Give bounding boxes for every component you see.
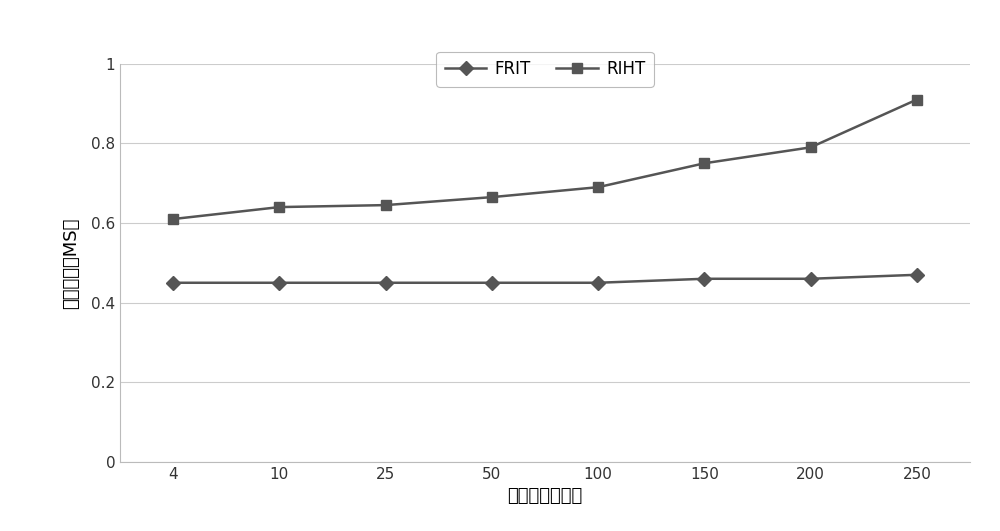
RIHT: [380, 202, 392, 208]
Line: RIHT: RIHT: [168, 95, 922, 224]
FRIT: [380, 279, 392, 286]
RIHT: [805, 144, 817, 151]
FRIT: [167, 279, 179, 286]
FRIT: [698, 276, 710, 282]
RIHT: [592, 184, 604, 191]
RIHT: [273, 204, 285, 210]
RIHT: [911, 97, 923, 103]
FRIT: [805, 276, 817, 282]
FRIT: [486, 279, 498, 286]
RIHT: [167, 216, 179, 222]
RIHT: [486, 194, 498, 200]
Y-axis label: 溯源时间（MS）: 溯源时间（MS）: [62, 217, 80, 309]
Legend: FRIT, RIHT: FRIT, RIHT: [436, 52, 654, 87]
Line: FRIT: FRIT: [168, 270, 922, 288]
FRIT: [273, 279, 285, 286]
FRIT: [911, 272, 923, 278]
X-axis label: 路由器接口个数: 路由器接口个数: [507, 487, 583, 506]
FRIT: [592, 279, 604, 286]
RIHT: [698, 160, 710, 167]
